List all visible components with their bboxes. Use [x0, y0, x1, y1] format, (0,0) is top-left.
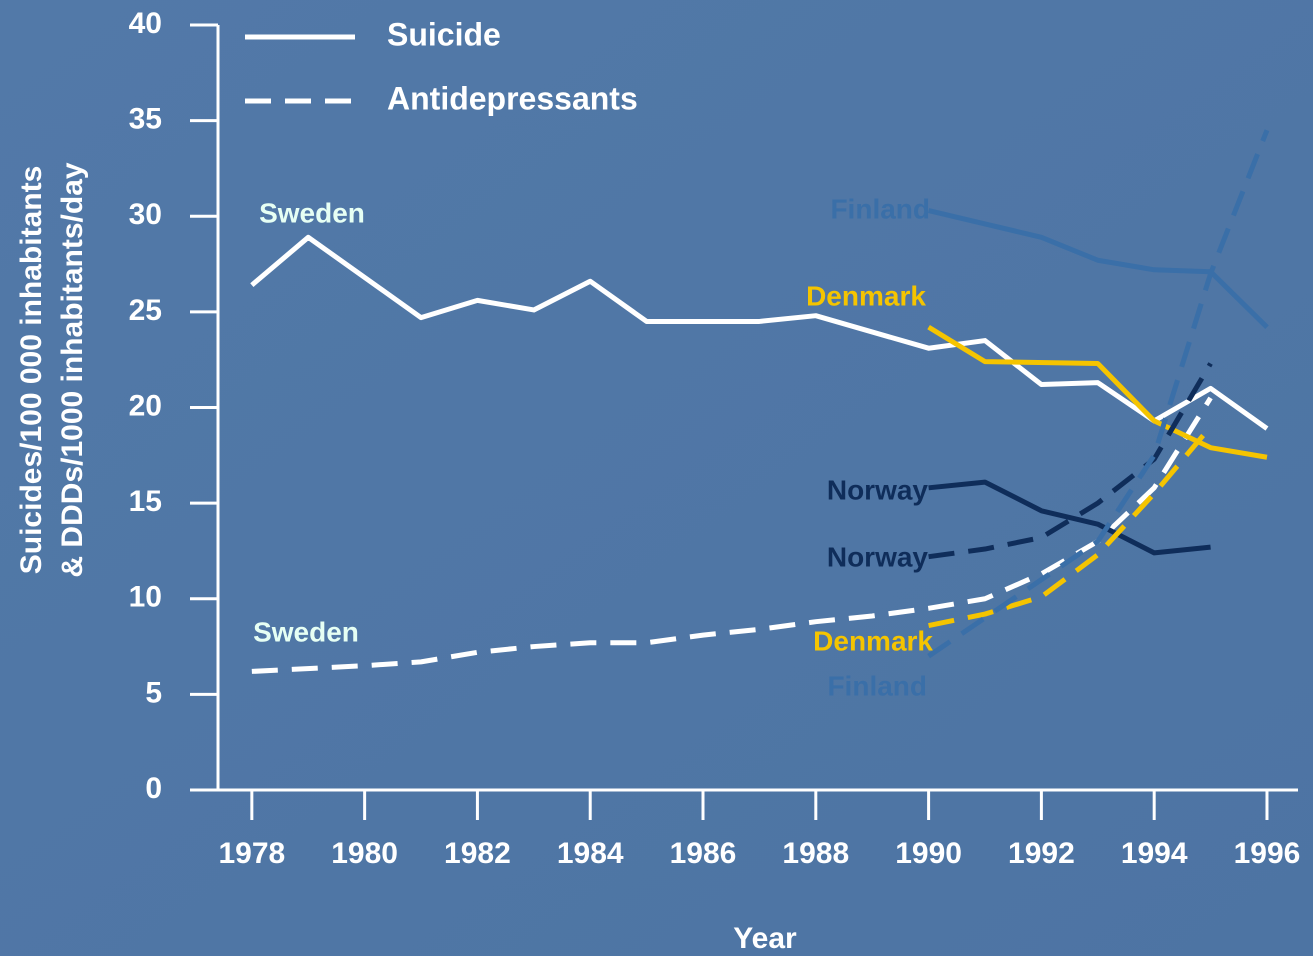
y-tick-label: 5 — [145, 676, 162, 709]
series-label: Sweden — [253, 616, 359, 647]
y-tick-label: 15 — [129, 485, 162, 518]
x-axis-label: Year — [733, 922, 797, 955]
series-line — [927, 129, 1270, 659]
x-tick-label: 1990 — [895, 837, 962, 870]
series-line — [251, 396, 1213, 674]
series-label: Norway — [827, 474, 929, 505]
legend-label: Suicide — [387, 16, 501, 52]
series-line — [928, 479, 1211, 556]
series-label: Denmark — [806, 280, 926, 311]
series-line — [928, 425, 1213, 628]
x-tick-label: 1992 — [1008, 837, 1075, 870]
legend-label: Antidepressants — [387, 80, 638, 116]
series-label: Denmark — [813, 625, 933, 656]
x-tick-label: 1994 — [1121, 837, 1188, 870]
series-line — [927, 325, 1268, 460]
x-tick-label: 1988 — [782, 837, 849, 870]
x-tick-label: 1978 — [218, 837, 285, 870]
series-label: Finland — [830, 193, 930, 224]
x-tick-label: 1980 — [331, 837, 398, 870]
x-tick-label: 1984 — [557, 837, 624, 870]
series-line — [928, 362, 1213, 560]
y-tick-label: 25 — [129, 294, 162, 327]
x-tick-label: 1996 — [1234, 837, 1301, 870]
series-label: Finland — [827, 670, 927, 701]
x-tick-label: 1982 — [444, 837, 511, 870]
series-label: Norway — [827, 541, 929, 572]
y-tick-label: 0 — [145, 772, 162, 805]
series-line — [250, 234, 1269, 431]
y-tick-label: 10 — [129, 581, 162, 614]
series-label: Sweden — [259, 197, 365, 228]
y-tick-label: 30 — [129, 198, 162, 231]
y-tick-label: 40 — [129, 7, 162, 40]
y-tick-label: 35 — [129, 103, 162, 136]
y-axis-label: & DDDs/1000 inhabitants/day — [56, 162, 89, 577]
x-tick-label: 1986 — [670, 837, 737, 870]
y-axis-label: Suicides/100 000 inhabitants — [15, 166, 48, 575]
y-tick-label: 20 — [129, 389, 162, 422]
